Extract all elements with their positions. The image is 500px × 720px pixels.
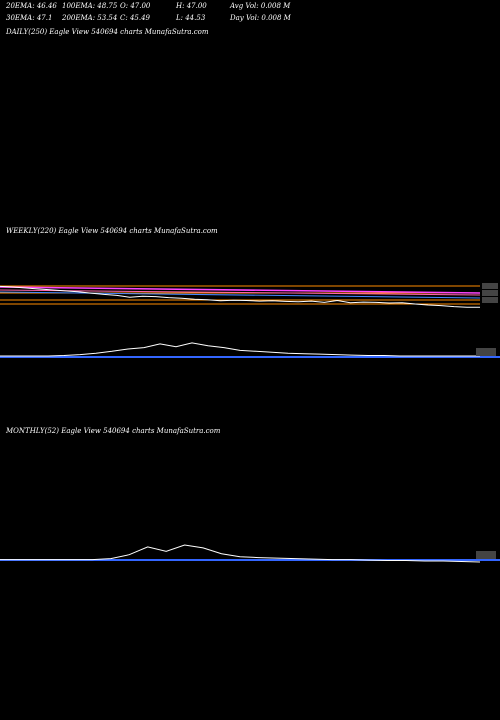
weekly-price-panel [0, 283, 498, 308]
high-readout: H: 47.00 [176, 2, 207, 10]
indicator-tag [476, 551, 496, 559]
indicator-line [0, 342, 480, 357]
ema200-readout: 200EMA: 53.54 [62, 14, 118, 22]
price-line [0, 285, 480, 308]
avg-volume-readout: Avg Vol: 0.008 M [230, 2, 291, 10]
low-readout: L: 44.53 [176, 14, 206, 22]
monthly-indicator-panel [0, 544, 500, 563]
weekly-panel-label: WEEKLY(220) Eagle View 540694 charts Mun… [6, 227, 218, 235]
open-readout: O: 47.00 [120, 2, 151, 10]
indicator-tag [476, 348, 496, 356]
ema-line [0, 291, 481, 299]
day-volume-readout: Day Vol: 0.008 M [230, 14, 291, 22]
ema20-readout: 20EMA: 46.46 [6, 2, 57, 10]
price-tag [482, 297, 498, 303]
ema30-readout: 30EMA: 47.1 [6, 14, 53, 22]
ema-line [0, 286, 481, 294]
close-readout: C: 45.49 [120, 14, 150, 22]
price-tag [482, 283, 498, 289]
daily-panel-label: DAILY(250) Eagle View 540694 charts Muna… [6, 28, 209, 36]
weekly-indicator-panel [0, 342, 500, 358]
monthly-panel-label: MONTHLY(52) Eagle View 540694 charts Mun… [6, 427, 221, 435]
indicator-line [0, 544, 481, 563]
ema-line [0, 289, 481, 296]
ema100-readout: 100EMA: 48.75 [62, 2, 118, 10]
price-tag [482, 290, 498, 296]
